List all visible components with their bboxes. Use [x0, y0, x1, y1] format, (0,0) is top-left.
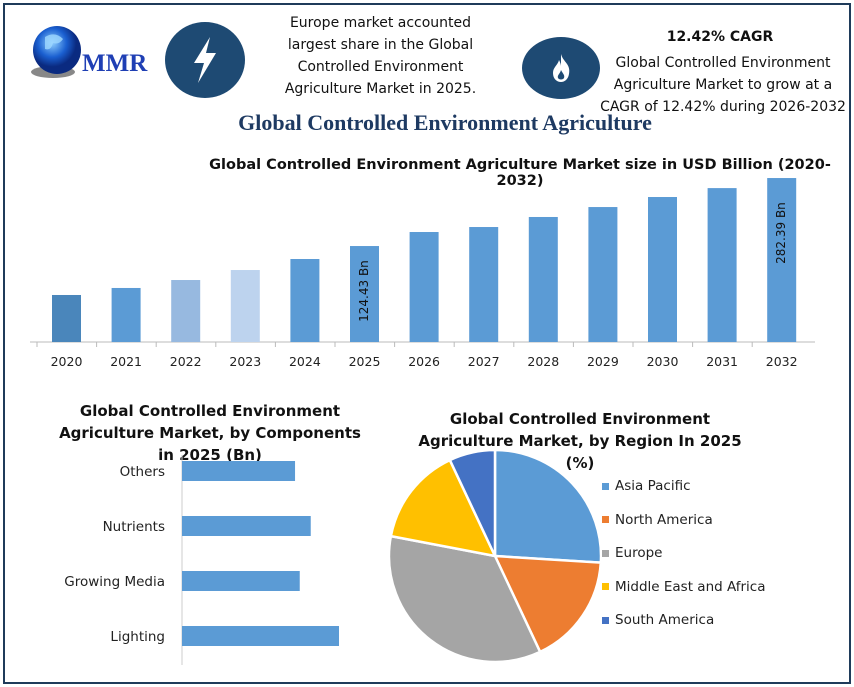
x-tick-label: 2027: [468, 354, 500, 369]
legend-label: South America: [615, 612, 715, 628]
category-label: Nutrients: [103, 519, 165, 535]
x-tick-label: 2030: [647, 354, 679, 369]
bar-2030: [648, 197, 677, 342]
legend-swatch: [602, 516, 609, 523]
legend-item: Asia Pacific: [602, 478, 691, 494]
data-label: 282.39 Bn: [774, 202, 788, 264]
bar-2026: [409, 232, 439, 342]
x-tick-label: 2020: [51, 354, 83, 369]
x-tick-label: 2031: [706, 354, 738, 369]
legend-item: South America: [602, 612, 714, 628]
slice-middle-east-and-africa: [389, 458, 498, 558]
bar-2025: [350, 246, 379, 342]
cagr-info-text: Global Controlled Environment Agricultur…: [600, 55, 846, 115]
components-bar-chart: Others Nutrients Growing Media Lighting: [64, 455, 339, 665]
lightning-bolt-icon: [165, 22, 245, 98]
legend-label: Asia Pacific: [615, 478, 691, 494]
legend-item: North America: [602, 512, 713, 528]
data-label: 124.43 Bn: [357, 260, 371, 322]
bar-growing-media: [182, 571, 300, 591]
bar-2032: [767, 178, 797, 342]
bar-2022: [171, 280, 201, 342]
bar-2027: [469, 227, 499, 342]
bar-others: [182, 461, 296, 481]
mmr-logo: MMR: [25, 22, 160, 84]
legend-swatch: [602, 583, 609, 590]
x-tick-label: 2024: [289, 354, 321, 369]
category-label: Others: [120, 464, 165, 480]
bar-2020: [52, 294, 81, 342]
legend-swatch: [602, 549, 609, 557]
legend-label: Europe: [615, 545, 663, 561]
x-tick-label: 2023: [229, 354, 261, 369]
bar-2021: [111, 287, 141, 342]
slice-europe: [387, 534, 542, 664]
x-tick-label: 2032: [766, 354, 798, 369]
bar-2023: [230, 270, 260, 342]
frame-border: [3, 3, 851, 684]
bar-chart-title: Global Controlled Environment Agricultur…: [209, 157, 831, 189]
slice-south-america: [448, 448, 497, 557]
bar-2024: [290, 259, 320, 342]
flame-icon: [522, 37, 600, 99]
x-tick-label: 2029: [587, 354, 619, 369]
bar-nutrients: [182, 516, 311, 536]
bar-lighting: [182, 626, 339, 646]
category-label: Lighting: [110, 629, 165, 645]
slice-north-america: [492, 554, 603, 654]
x-tick-label: 2026: [408, 354, 440, 369]
region-pie-chart: [387, 448, 603, 664]
category-label: Growing Media: [64, 574, 165, 590]
cagr-title: 12.42% CAGR: [666, 29, 774, 45]
x-tick-label: 2022: [170, 354, 202, 369]
x-tick-label: 2025: [349, 354, 381, 369]
legend-swatch: [602, 616, 609, 624]
logo-text: MMR: [82, 50, 148, 77]
market-size-bar-chart: 2020 2021 2022 2023 2024 2025 124.43 Bn 2026 202…: [30, 178, 815, 369]
x-tick-label: 2028: [527, 354, 559, 369]
legend-swatch: [602, 482, 609, 490]
slice-asia-pacific: [493, 448, 603, 564]
x-tick-label: 2021: [110, 354, 142, 369]
bar-2028: [528, 216, 558, 342]
legend-label: Middle East and Africa: [615, 578, 766, 595]
region-chart-title: Global Controlled Environment Agricultur…: [418, 410, 742, 472]
legend-item: Europe: [602, 545, 662, 561]
bar-2031: [707, 188, 737, 342]
legend-item: Middle East and Africa: [602, 579, 766, 595]
europe-info-text: Europe market accounted largest share in…: [284, 15, 477, 97]
bar-2029: [588, 207, 618, 342]
components-chart-title: Global Controlled Environment Agricultur…: [59, 402, 361, 464]
page-title: Global Controlled Environment Agricultur…: [238, 110, 652, 135]
legend-label: North America: [615, 511, 713, 528]
